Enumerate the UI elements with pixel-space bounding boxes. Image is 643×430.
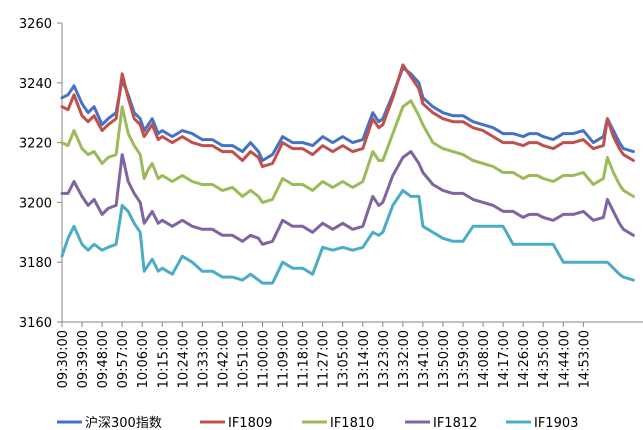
x-tick-label: 09:30:00 — [56, 330, 71, 388]
x-tick-label: 14:44:00 — [557, 330, 572, 388]
x-tick-label: 11:09:00 — [277, 330, 292, 388]
x-tick-label: 10:15:00 — [156, 330, 171, 388]
x-tick-label: 09:57:00 — [116, 330, 131, 388]
x-tick-label: 13:23:00 — [377, 330, 392, 388]
legend-label: IF1809 — [228, 416, 272, 430]
x-tick-label: 13:50:00 — [437, 330, 452, 388]
x-tick-label: 09:39:00 — [76, 330, 91, 388]
x-tick-label: 13:32:00 — [397, 330, 412, 388]
x-tick-label: 09:48:00 — [96, 330, 111, 388]
series-line-4 — [60, 188, 635, 285]
series-line-1 — [60, 63, 635, 168]
x-tick-label: 14:26:00 — [517, 330, 532, 388]
y-tick-label: 3260 — [19, 17, 52, 32]
legend-label: IF1812 — [433, 416, 477, 430]
y-tick-label: 3220 — [19, 137, 52, 152]
legend-label: 沪深300指数 — [85, 415, 162, 430]
x-tick-label: 10:24:00 — [176, 330, 191, 388]
series-lines — [60, 63, 635, 285]
x-tick-label: 13:14:00 — [357, 330, 372, 388]
x-tick-label: 10:42:00 — [216, 330, 231, 388]
x-tick-label: 10:06:00 — [136, 330, 151, 388]
series-line-3 — [60, 150, 635, 246]
x-tick-label: 13:59:00 — [457, 330, 472, 388]
y-tick-label: 3200 — [19, 196, 52, 211]
x-tick-label: 10:51:00 — [236, 330, 251, 388]
x-tick-label: 11:27:00 — [317, 330, 332, 388]
axes: 3160 3180 3200 3220 3240 3260 09:30:00 09:39:00… — [19, 17, 643, 388]
legend: 沪深300指数 IF1809 IF1810 IF1812 IF1903 — [57, 415, 578, 430]
series-line-2 — [60, 99, 635, 204]
x-tick-label: 13:05:00 — [337, 330, 352, 388]
y-tick-label: 3160 — [19, 316, 52, 331]
x-tick-label: 14:35:00 — [537, 330, 552, 388]
x-tick-label: 10:33:00 — [196, 330, 211, 388]
x-tick-label: 14:17:00 — [497, 330, 512, 388]
series-line-0 — [60, 66, 635, 162]
x-tick-label: 14:53:00 — [577, 330, 592, 388]
x-tick-label: 13:41:00 — [417, 330, 432, 388]
x-tick-label: 14:08:00 — [477, 330, 492, 388]
legend-label: IF1810 — [330, 416, 374, 430]
y-tick-label: 3240 — [19, 77, 52, 92]
y-tick-label: 3180 — [19, 256, 52, 271]
x-tick-label: 11:18:00 — [297, 330, 312, 388]
legend-label: IF1903 — [534, 416, 578, 430]
x-tick-label: 11:00:00 — [257, 330, 272, 388]
